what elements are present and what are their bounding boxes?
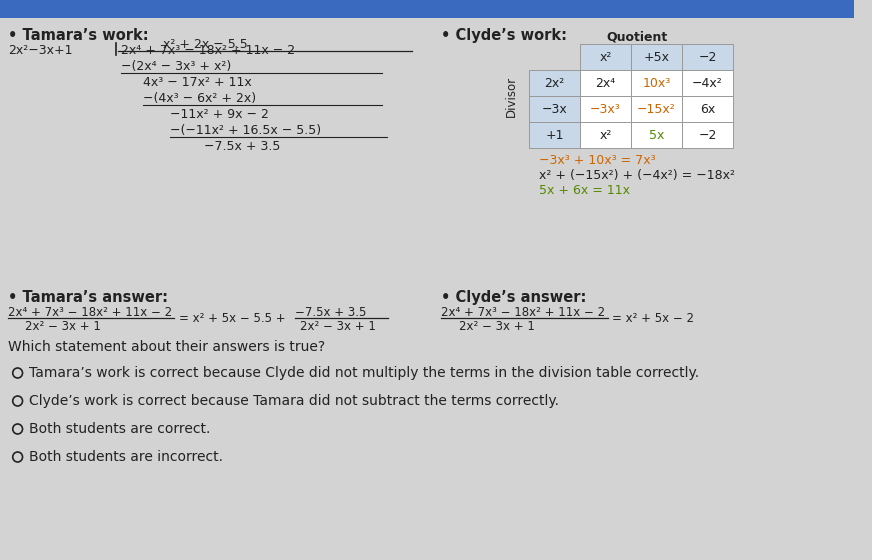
Text: +5x: +5x	[644, 50, 670, 63]
Text: 2x² − 3x + 1: 2x² − 3x + 1	[25, 320, 101, 333]
FancyBboxPatch shape	[580, 70, 631, 96]
Text: Both students are incorrect.: Both students are incorrect.	[30, 450, 223, 464]
Text: 4x³ − 17x² + 11x: 4x³ − 17x² + 11x	[143, 76, 252, 89]
Text: 2x⁴ + 7x³ − 18x² + 11x − 2: 2x⁴ + 7x³ − 18x² + 11x − 2	[441, 306, 605, 319]
Text: Clyde’s work is correct because Tamara did not subtract the terms correctly.: Clyde’s work is correct because Tamara d…	[30, 394, 560, 408]
Text: 2x²: 2x²	[544, 77, 565, 90]
Text: Tamara’s work is correct because Clyde did not multiply the terms in the divisio: Tamara’s work is correct because Clyde d…	[30, 366, 699, 380]
Text: Both students are correct.: Both students are correct.	[30, 422, 211, 436]
Text: −(−11x² + 16.5x − 5.5): −(−11x² + 16.5x − 5.5)	[169, 124, 321, 137]
Text: 5x: 5x	[649, 128, 664, 142]
FancyBboxPatch shape	[631, 44, 682, 70]
Text: 2x²−3x+1: 2x²−3x+1	[8, 44, 72, 57]
Text: 6x: 6x	[700, 102, 715, 115]
FancyBboxPatch shape	[580, 44, 631, 70]
Text: = x² + 5x − 2: = x² + 5x − 2	[612, 312, 694, 325]
FancyBboxPatch shape	[631, 122, 682, 148]
Text: x² + (−15x²) + (−4x²) = −18x²: x² + (−15x²) + (−4x²) = −18x²	[539, 169, 735, 182]
Text: • Tamara’s work:: • Tamara’s work:	[8, 28, 148, 43]
Text: 5x + 6x = 11x: 5x + 6x = 11x	[539, 184, 630, 197]
FancyBboxPatch shape	[580, 96, 631, 122]
Text: • Tamara’s answer:: • Tamara’s answer:	[8, 290, 167, 305]
Text: 2x⁴ + 7x³ − 18x² + 11x − 2: 2x⁴ + 7x³ − 18x² + 11x − 2	[120, 44, 295, 57]
FancyBboxPatch shape	[580, 122, 631, 148]
Text: • Clyde’s work:: • Clyde’s work:	[441, 28, 567, 43]
Text: Which statement about their answers is true?: Which statement about their answers is t…	[8, 340, 325, 354]
FancyBboxPatch shape	[0, 0, 855, 18]
FancyBboxPatch shape	[529, 122, 580, 148]
Text: • Clyde’s answer:: • Clyde’s answer:	[441, 290, 586, 305]
Text: 2x² − 3x + 1: 2x² − 3x + 1	[300, 320, 376, 333]
Text: −3x³: −3x³	[590, 102, 621, 115]
Text: −(2x⁴ − 3x³ + x²): −(2x⁴ − 3x³ + x²)	[120, 60, 231, 73]
Text: −2: −2	[698, 50, 717, 63]
Text: x²: x²	[599, 50, 612, 63]
Text: Quotient: Quotient	[606, 30, 668, 43]
FancyBboxPatch shape	[529, 70, 580, 96]
Text: Divisor: Divisor	[505, 76, 518, 116]
Text: −11x² + 9x − 2: −11x² + 9x − 2	[169, 108, 269, 121]
Text: = x² + 5x − 5.5 +: = x² + 5x − 5.5 +	[180, 312, 286, 325]
Text: 2x⁴ + 7x³ − 18x² + 11x − 2: 2x⁴ + 7x³ − 18x² + 11x − 2	[8, 306, 172, 319]
Text: x² + 2x − 5.5: x² + 2x − 5.5	[163, 38, 248, 51]
Text: −7.5x + 3.5: −7.5x + 3.5	[204, 140, 280, 153]
Text: 10x³: 10x³	[643, 77, 671, 90]
Text: 2x² − 3x + 1: 2x² − 3x + 1	[459, 320, 535, 333]
FancyBboxPatch shape	[631, 96, 682, 122]
Text: −3x³ + 10x³ = 7x³: −3x³ + 10x³ = 7x³	[539, 154, 656, 167]
Text: −2: −2	[698, 128, 717, 142]
Text: −4x²: −4x²	[692, 77, 723, 90]
Text: 2x⁴: 2x⁴	[596, 77, 616, 90]
Text: −(4x³ − 6x² + 2x): −(4x³ − 6x² + 2x)	[143, 92, 256, 105]
Text: −3x: −3x	[542, 102, 568, 115]
FancyBboxPatch shape	[631, 70, 682, 96]
FancyBboxPatch shape	[682, 96, 733, 122]
FancyBboxPatch shape	[682, 122, 733, 148]
FancyBboxPatch shape	[682, 70, 733, 96]
FancyBboxPatch shape	[682, 44, 733, 70]
Text: +1: +1	[545, 128, 564, 142]
FancyBboxPatch shape	[529, 96, 580, 122]
Text: −7.5x + 3.5: −7.5x + 3.5	[295, 306, 366, 319]
Text: −15x²: −15x²	[637, 102, 676, 115]
Text: x²: x²	[599, 128, 612, 142]
